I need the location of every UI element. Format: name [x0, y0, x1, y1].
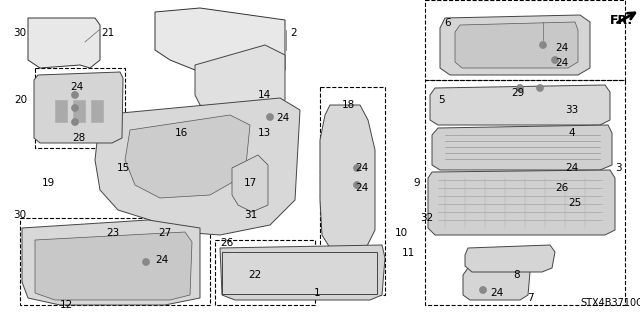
Circle shape — [540, 41, 547, 48]
Polygon shape — [463, 265, 530, 300]
Polygon shape — [22, 220, 200, 305]
Polygon shape — [195, 45, 285, 110]
Bar — [55, 100, 67, 122]
Polygon shape — [95, 98, 300, 235]
Text: 17: 17 — [244, 178, 257, 188]
Text: 24: 24 — [70, 82, 83, 92]
Polygon shape — [232, 155, 268, 212]
Text: 7: 7 — [527, 293, 534, 303]
Text: 13: 13 — [258, 128, 271, 138]
Text: 10: 10 — [395, 228, 408, 238]
Bar — [222, 252, 377, 294]
Text: 18: 18 — [342, 100, 355, 110]
Text: 27: 27 — [158, 228, 172, 238]
Circle shape — [143, 258, 150, 265]
Text: 15: 15 — [117, 163, 131, 173]
Text: 5: 5 — [438, 95, 445, 105]
Polygon shape — [320, 105, 375, 255]
Polygon shape — [28, 18, 100, 68]
Text: 29: 29 — [511, 88, 524, 98]
Text: 8: 8 — [513, 270, 520, 280]
Text: 21: 21 — [101, 28, 115, 38]
Text: 6: 6 — [444, 18, 451, 28]
Circle shape — [72, 118, 79, 125]
Polygon shape — [125, 115, 250, 198]
Circle shape — [516, 85, 524, 92]
Text: 19: 19 — [42, 178, 55, 188]
Text: 20: 20 — [14, 95, 27, 105]
Circle shape — [536, 85, 543, 92]
Text: 24: 24 — [355, 183, 368, 193]
Circle shape — [552, 56, 559, 63]
Text: 23: 23 — [106, 228, 119, 238]
Circle shape — [266, 114, 273, 121]
Text: 4: 4 — [568, 128, 575, 138]
Text: 33: 33 — [565, 105, 579, 115]
Text: 24: 24 — [355, 163, 368, 173]
Text: 16: 16 — [175, 128, 188, 138]
Text: 3: 3 — [615, 163, 621, 173]
Text: 26: 26 — [555, 183, 568, 193]
Text: 24: 24 — [565, 163, 579, 173]
Polygon shape — [455, 22, 578, 68]
Circle shape — [353, 182, 360, 189]
Text: 14: 14 — [258, 90, 271, 100]
Text: 28: 28 — [72, 133, 85, 143]
Bar — [73, 100, 85, 122]
Text: 26: 26 — [220, 238, 233, 248]
Polygon shape — [428, 170, 615, 235]
Text: STX4B3710C: STX4B3710C — [580, 298, 640, 308]
Circle shape — [479, 286, 486, 293]
Text: 24: 24 — [155, 255, 168, 265]
Circle shape — [72, 92, 79, 99]
Polygon shape — [440, 15, 590, 75]
Text: 12: 12 — [60, 300, 73, 310]
Bar — [91, 100, 103, 122]
Text: 24: 24 — [490, 288, 503, 298]
Text: FR.: FR. — [610, 14, 633, 27]
Text: 30: 30 — [13, 210, 26, 220]
Polygon shape — [34, 72, 123, 143]
Text: 31: 31 — [244, 210, 257, 220]
Text: 24: 24 — [555, 58, 568, 68]
Polygon shape — [155, 8, 285, 75]
Text: 1: 1 — [314, 288, 321, 298]
Text: 9: 9 — [413, 178, 420, 188]
Polygon shape — [220, 245, 385, 300]
Polygon shape — [430, 85, 610, 125]
Polygon shape — [465, 245, 555, 272]
Polygon shape — [35, 232, 192, 300]
Text: 22: 22 — [248, 270, 261, 280]
Text: 11: 11 — [402, 248, 415, 258]
Text: 32: 32 — [420, 213, 433, 223]
Polygon shape — [432, 125, 612, 170]
Text: 24: 24 — [555, 43, 568, 53]
Circle shape — [353, 165, 360, 172]
Circle shape — [72, 105, 79, 112]
Text: 2: 2 — [290, 28, 296, 38]
Text: 24: 24 — [276, 113, 289, 123]
Text: 25: 25 — [568, 198, 581, 208]
Text: 30: 30 — [13, 28, 26, 38]
